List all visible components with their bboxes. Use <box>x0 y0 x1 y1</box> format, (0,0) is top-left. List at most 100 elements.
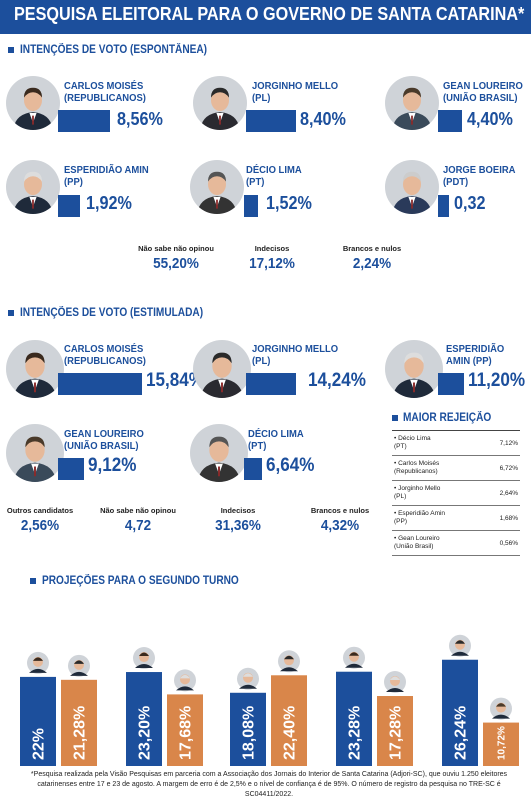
candidate-bar <box>58 195 80 217</box>
stat-value: 31,36% <box>215 517 261 534</box>
rejection-row: • Jorginho Mello (PL) 2,64% <box>392 481 520 506</box>
runoff-bar-orange <box>377 696 413 766</box>
candidate-thumb <box>278 650 300 673</box>
rejection-value: 6,72% <box>499 464 518 472</box>
candidate-percent: 1,92% <box>86 193 132 213</box>
square-bullet-icon <box>30 578 36 584</box>
candidate-photo <box>190 424 248 482</box>
runoff-bar-orange <box>483 722 519 766</box>
candidate-photo <box>385 160 439 214</box>
candidate-percent: 1,52% <box>266 193 312 213</box>
candidate-bar <box>246 373 296 395</box>
rejection-heading: MAIOR REJEIÇÃO <box>392 412 520 424</box>
candidate-photo <box>193 340 251 398</box>
runoff-heading-text: PROJEÇÕES PARA O SEGUNDO TURNO <box>42 575 239 587</box>
rejection-value: 7,12% <box>499 439 518 447</box>
candidate-thumb <box>490 697 512 720</box>
stat-label: Indecisos <box>254 244 290 253</box>
rejection-name: • Décio Lima (PT) <box>394 435 431 450</box>
runoff-bar-blue <box>230 692 266 766</box>
candidate-thumb <box>449 634 471 657</box>
runoff-value-label: 10,72% <box>497 726 508 760</box>
candidate-percent: 11,20% <box>468 370 526 391</box>
runoff-bar-blue <box>20 676 56 766</box>
candidate-thumb <box>237 667 259 690</box>
runoff-bar-orange <box>271 675 307 766</box>
rejection-table: • Décio Lima (PT) 7,12% • Carlos Moisés (R… <box>392 430 520 556</box>
candidate-name: CARLOS MOISÉS (REPUBLICANOS) <box>64 80 146 104</box>
rejection-value: 2,64% <box>499 489 518 497</box>
candidate-photo <box>385 340 443 398</box>
candidate-bar <box>438 110 462 132</box>
candidate-photo <box>193 76 247 130</box>
runoff-value-label: 23,20% <box>137 706 154 760</box>
stat-value: 17,12% <box>249 255 295 272</box>
runoff-value-label: 17,28% <box>388 706 405 760</box>
candidate-percent: 0,32 <box>454 193 486 213</box>
runoff-heading: PROJEÇÕES PARA O SEGUNDO TURNO <box>30 575 266 587</box>
runoff-value-label: 17,68% <box>178 706 195 760</box>
candidate-name: GEAN LOUREIRO (UNIÃO BRASIL) <box>64 428 144 452</box>
square-bullet-icon <box>8 310 14 316</box>
candidate-name: JORGINHO MELLO (PL) <box>252 80 339 104</box>
candidate-photo <box>6 160 60 214</box>
candidate-thumb <box>133 647 155 670</box>
runoff-value-label: 22,40% <box>282 706 299 760</box>
rejection-value: 0,56% <box>499 539 518 547</box>
rejection-name: • Esperidião Amin (PP) <box>394 510 446 525</box>
runoff-bar-blue <box>442 659 478 766</box>
runoff-chart-svg: 22% 23,20% 18,08% 23,28% 26,24% 21,28% 1… <box>20 634 519 766</box>
title-banner: PESQUISA ELEITORAL PARA O GOVERNO DE SAN… <box>0 0 531 34</box>
rejection-name: • Gean Loureiro (União Brasil) <box>394 535 440 550</box>
candidate-thumb <box>174 669 196 692</box>
candidate-percent: 4,40% <box>467 109 513 129</box>
rejection-row: • Carlos Moisés (Republicanos) 6,72% <box>392 456 520 481</box>
stat-label: Brancos e nulos <box>310 506 370 515</box>
square-bullet-icon <box>392 415 398 421</box>
candidate-photo <box>385 76 439 130</box>
square-bullet-icon <box>8 47 14 53</box>
rejection-row: • Gean Loureiro (União Brasil) 0,56% <box>392 531 520 556</box>
stimulated-heading: INTENÇÕES DE VOTO (ESTIMULADA) <box>8 307 228 319</box>
candidate-name: ESPERIDIÃO AMIN (PP) <box>446 343 505 367</box>
candidate-bar <box>58 110 110 132</box>
stat-value: 4,32% <box>320 517 360 534</box>
candidate-name: DÉCIO LIMA (PT) <box>248 428 304 452</box>
candidate-percent: 14,24% <box>308 370 367 391</box>
candidate-percent: 8,40% <box>300 109 346 129</box>
rejection-row: • Décio Lima (PT) 7,12% <box>392 431 520 456</box>
rejection-value: 1,68% <box>499 514 518 522</box>
runoff-value-label: 22% <box>31 728 48 760</box>
runoff-bar-blue <box>126 672 162 766</box>
candidate-bar <box>58 373 142 395</box>
candidate-name: JORGE BOEIRA (PDT) <box>443 164 516 188</box>
candidate-percent: 15,84% <box>146 370 205 391</box>
spontaneous-heading: INTENÇÕES DE VOTO (ESPONTÂNEA) <box>8 44 233 56</box>
runoff-bar-orange <box>61 679 97 766</box>
candidate-bar <box>246 110 296 132</box>
runoff-chart: 22% 23,20% 18,08% 23,28% 26,24% 21,28% 1… <box>0 600 531 770</box>
stat-label: Indecisos <box>220 506 256 515</box>
candidate-bar <box>438 373 464 395</box>
candidate-photo <box>6 76 60 130</box>
stat-value: 4,72 <box>124 517 152 534</box>
runoff-value-label: 23,28% <box>347 706 364 760</box>
stat-label: Outros candidatos <box>6 506 74 515</box>
runoff-value-label: 18,08% <box>241 706 258 760</box>
candidate-percent: 8,56% <box>117 109 163 129</box>
candidate-bar <box>244 195 258 217</box>
candidate-name: GEAN LOUREIRO (UNIÃO BRASIL) <box>443 80 523 104</box>
candidate-name: CARLOS MOISÉS (REPUBLICANOS) <box>64 343 146 367</box>
candidate-bar <box>244 458 262 480</box>
stimulated-heading-text: INTENÇÕES DE VOTO (ESTIMULADA) <box>20 307 204 319</box>
stat-label: Brancos e nulos <box>342 244 402 253</box>
rejection-row: • Esperidião Amin (PP) 1,68% <box>392 506 520 531</box>
candidate-name: ESPERIDIÃO AMIN (PP) <box>64 164 149 188</box>
candidate-photo <box>6 424 64 482</box>
footnote: *Pesquisa realizada pela Visão Pesquisas… <box>30 771 508 798</box>
candidate-thumb <box>343 646 365 669</box>
candidate-percent: 9,12% <box>88 455 137 476</box>
stat-value: 55,20% <box>153 255 199 272</box>
candidate-thumb <box>68 654 90 677</box>
candidate-thumb <box>27 651 49 674</box>
